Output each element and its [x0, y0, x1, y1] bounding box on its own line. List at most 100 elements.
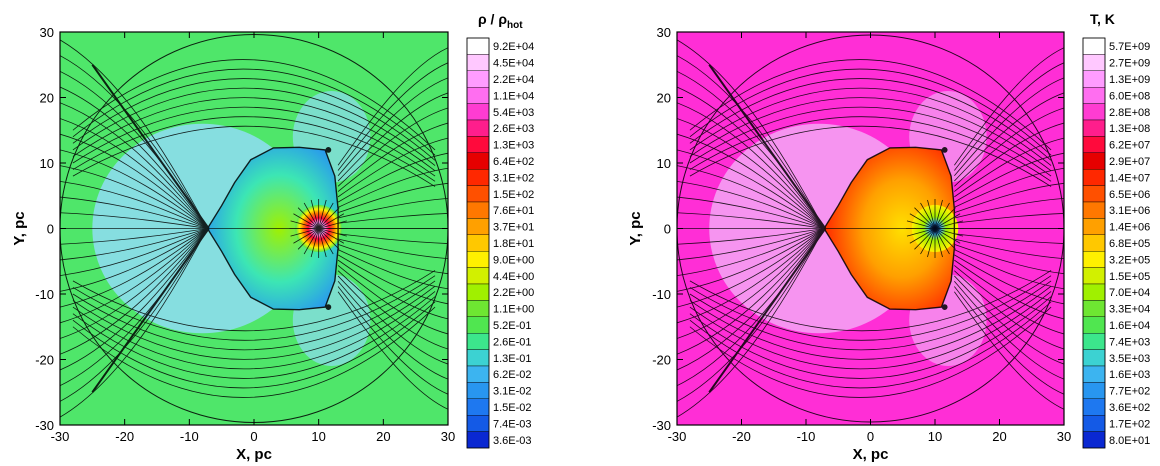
x-tick-label: -30 — [51, 429, 70, 444]
legend-label: 2.7E+09 — [1109, 58, 1150, 70]
streamline — [72, 280, 436, 351]
legend-label: 2.8E+08 — [1109, 107, 1150, 119]
legend-label: 3.5E+03 — [1109, 353, 1150, 365]
bubble-marker — [941, 304, 948, 311]
streamline — [60, 212, 208, 229]
streamline — [677, 180, 825, 229]
legend-label: 2.6E-01 — [493, 336, 532, 348]
streamline-radial — [318, 228, 327, 258]
streamline-radial — [906, 220, 936, 229]
streamline-radial — [914, 228, 936, 250]
streamline — [60, 180, 208, 229]
legend-label: 5.7E+09 — [1109, 41, 1150, 53]
legend: ρ / ρhot 9.2E+04 4.5E+04 2.2E+04 1.1E+04 5.4E… — [466, 11, 534, 449]
shock-line — [91, 227, 210, 393]
streamline — [677, 212, 825, 229]
legend-swatch — [1082, 398, 1106, 416]
legend-label: 1.3E+08 — [1109, 123, 1150, 135]
streamline — [677, 228, 825, 277]
legend-label: 7.4E+03 — [1109, 336, 1150, 348]
streamline — [954, 182, 1064, 214]
x-tick-label: 0 — [867, 429, 874, 444]
legend-label: 6.0E+08 — [1109, 90, 1150, 102]
legend-swatch — [466, 54, 490, 72]
streamline — [60, 133, 208, 229]
legend-swatch — [1082, 54, 1106, 72]
streamline-radial — [318, 228, 345, 244]
streamline-radial — [934, 228, 964, 237]
streamline-radial — [934, 202, 950, 229]
legend-label: 1.4E+07 — [1109, 172, 1150, 184]
streamline — [689, 87, 1052, 166]
legend-label: 5.2E-01 — [493, 320, 532, 332]
streamline-radial — [934, 228, 943, 258]
legend-label: 6.4E+02 — [493, 156, 534, 168]
streamline — [338, 213, 448, 224]
legend-label: 3.1E+06 — [1109, 205, 1150, 217]
streamline — [337, 152, 448, 203]
streamline — [72, 116, 436, 182]
legend-swatch — [466, 349, 490, 367]
streamline — [689, 280, 1052, 351]
legend-label: 2.9E+07 — [1109, 156, 1150, 168]
bubble-outline — [206, 146, 339, 311]
legend-label: 1.5E+05 — [1109, 271, 1150, 283]
streamline — [337, 197, 448, 219]
legend-label: 2.2E+04 — [493, 74, 534, 86]
y-tick-label: -30 — [652, 418, 671, 433]
streamline — [954, 286, 1064, 395]
legend-swatch — [1082, 382, 1106, 399]
x-tick-label: 20 — [376, 429, 390, 444]
streamline — [337, 286, 448, 395]
legend-swatch — [1082, 185, 1106, 203]
legend-label: 4.4E+00 — [493, 271, 534, 283]
streamline — [337, 265, 448, 335]
legend-swatch — [466, 119, 490, 137]
streamline — [689, 106, 1052, 177]
x-axis-label: X, pc — [853, 446, 889, 463]
legend-swatch — [466, 250, 490, 268]
streamline — [337, 249, 448, 290]
streamline-radial — [927, 228, 936, 258]
streamline — [677, 228, 825, 245]
legend-label: 7.4E-03 — [493, 418, 532, 430]
y-tick-label: -10 — [35, 287, 54, 302]
streamline-radial — [318, 213, 345, 229]
streamline — [954, 213, 1064, 224]
streamline — [72, 270, 436, 332]
streamline — [954, 47, 1064, 166]
legend-label: 1.6E+04 — [1109, 320, 1150, 332]
streamline — [677, 86, 825, 229]
streamline-radial — [318, 199, 327, 229]
streamline — [337, 254, 448, 305]
legend-label: 1.1E+00 — [493, 304, 534, 316]
streamline-radial — [290, 228, 319, 237]
legend-swatch — [466, 136, 490, 153]
streamline — [60, 228, 208, 339]
streamline — [954, 249, 1064, 290]
legend-label: 3.2E+05 — [1109, 254, 1150, 266]
legend-swatch — [466, 168, 490, 186]
bubble-marker — [325, 146, 332, 153]
streamline — [60, 86, 208, 229]
legend-label: 4.5E+04 — [493, 58, 534, 70]
legend-swatch — [1082, 86, 1106, 104]
streamline — [954, 254, 1064, 305]
density-panel: -30 -20 -10 0 10 20 30 -30 -20 -10 0 10 20 30 X, pc Y, … — [11, 11, 534, 463]
x-tick-label: -20 — [115, 429, 134, 444]
streamline — [337, 243, 448, 275]
y-tick-label: 0 — [664, 222, 671, 237]
streamline — [337, 182, 448, 214]
bubble-marker — [941, 146, 948, 153]
y-tick-label: -10 — [652, 287, 671, 302]
x-tick-label: -10 — [797, 429, 816, 444]
streamline-radial — [934, 207, 956, 229]
legend-title: ρ / ρhot — [478, 11, 523, 31]
legend-label: 1.6E+03 — [1109, 369, 1150, 381]
y-tick-label: -20 — [35, 353, 54, 368]
legend-swatch — [466, 333, 490, 350]
bubble-marker — [325, 304, 332, 311]
bubble-outline — [823, 146, 956, 311]
streamline-radial — [310, 199, 320, 229]
legend-swatch — [466, 37, 490, 55]
